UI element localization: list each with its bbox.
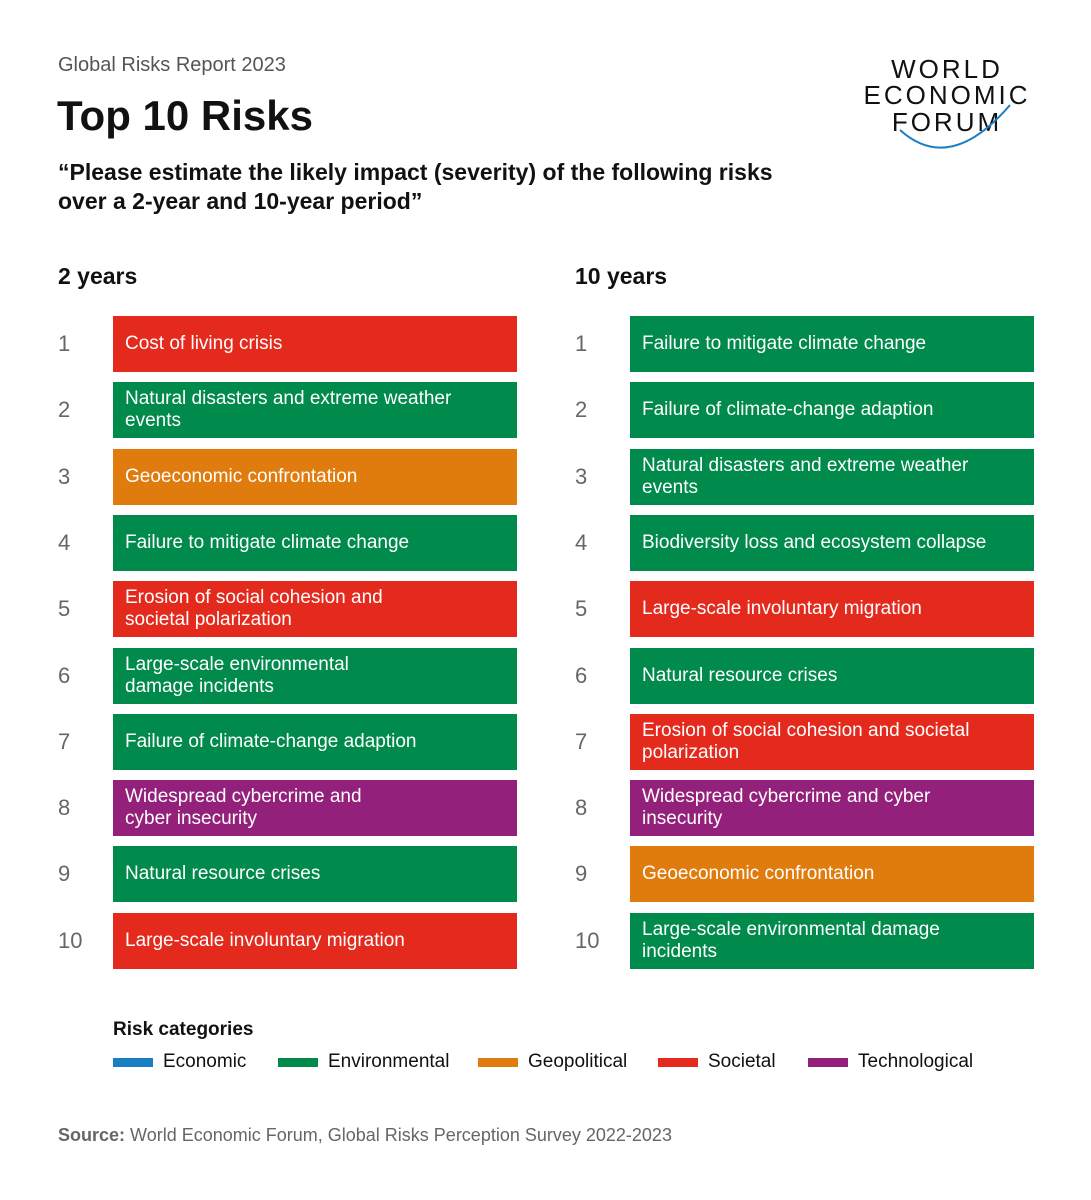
risk-box: Natural resource crises	[113, 846, 517, 903]
legend-swatch	[113, 1058, 153, 1067]
risk-label: Biodiversity loss and ecosystem collapse	[642, 531, 987, 553]
risk-label: damage incidents	[125, 675, 274, 697]
risk-label: Erosion of social cohesion and	[125, 587, 383, 609]
rank: 5	[58, 596, 71, 622]
rank: 6	[575, 662, 588, 688]
risk-label: insecurity	[642, 808, 723, 830]
rank: 7	[58, 728, 71, 754]
risk-label: incidents	[642, 940, 717, 962]
risk-label: Erosion of social cohesion and societal	[642, 719, 970, 741]
risk-label: societal polarization	[125, 609, 292, 631]
risk-box: Large-scale involuntary migration	[630, 581, 1034, 638]
risk-label: events	[125, 410, 181, 432]
rank: 8	[58, 795, 71, 821]
rank: 3	[575, 463, 588, 489]
risk-box: Failure of climate-change adaption	[113, 713, 517, 770]
risk-label: Failure to mitigate climate change	[642, 333, 927, 354]
risk-label: Natural disasters and extreme weather	[642, 454, 969, 476]
risk-label: polarization	[642, 741, 740, 763]
risk-label: Large-scale involuntary migration	[642, 598, 922, 620]
risk-box: Widespread cybercrime and cyber insecurit…	[113, 780, 517, 837]
risk-box: Natural disasters and extreme weather eve…	[113, 382, 517, 439]
source: Source: World Economic Forum, Global Ris…	[58, 1125, 672, 1146]
risk-box: Biodiversity loss and ecosystem collapse	[630, 514, 1034, 571]
risk-box: Geoeconomic confrontation	[630, 846, 1034, 903]
legend-swatch	[478, 1058, 518, 1067]
source-text: World Economic Forum, Global Risks Perce…	[130, 1125, 672, 1145]
risk-box: Cost of living crisis	[113, 316, 517, 372]
rank: 1	[575, 331, 588, 356]
rank: 3	[58, 463, 71, 489]
risk-label: Failure of climate-change adaption	[642, 399, 934, 421]
risk-label: Widespread cybercrime and cyber	[642, 786, 931, 808]
rank: 4	[575, 529, 588, 555]
risk-label: Widespread cybercrime and	[125, 786, 362, 808]
rank: 4	[58, 529, 71, 555]
legend-label: Geopolitical	[528, 1051, 628, 1072]
risk-box: Natural disasters and extreme weather eve…	[630, 448, 1034, 505]
legend-swatch	[658, 1058, 698, 1067]
risk-box: Natural resource crises	[630, 647, 1034, 704]
rank: 8	[575, 795, 588, 821]
risk-box: Large-scale environmental damage incident…	[113, 647, 517, 704]
question: “Please estimate the likely impact (seve…	[58, 159, 773, 214]
legend-title: Risk categories	[113, 1019, 254, 1040]
rank: 6	[58, 662, 71, 688]
risk-box: Failure to mitigate climate change	[113, 514, 517, 571]
logo-arc	[899, 104, 1011, 149]
risk-box: Geoeconomic confrontation	[113, 448, 517, 505]
risk-label: Geoeconomic confrontation	[125, 465, 358, 487]
risk-label: Natural resource crises	[125, 863, 321, 885]
risk-label: events	[642, 476, 698, 498]
risk-label: cyber insecurity	[125, 808, 257, 830]
logo-line: WORLD	[891, 54, 1003, 84]
risk-box: Failure of climate-change adaption	[630, 382, 1034, 439]
column-heading: 10 years	[575, 263, 668, 289]
logo-line: ECONOMIC	[863, 80, 1031, 110]
risk-label: Geoeconomic confrontation	[642, 863, 875, 885]
title: Top 10 Risks	[57, 92, 313, 139]
legend-label: Environmental	[328, 1051, 450, 1072]
rank: 1	[58, 331, 71, 356]
risk-box: Widespread cybercrime and cyber insecurit…	[630, 780, 1034, 837]
risk-label: Natural disasters and extreme weather	[125, 388, 452, 410]
risk-label: Large-scale involuntary migration	[125, 929, 405, 951]
legend-label: Societal	[708, 1051, 776, 1072]
rank: 2	[575, 397, 588, 423]
legend-label: Economic	[163, 1051, 247, 1072]
source-label: Source:	[58, 1125, 126, 1145]
risk-box: Erosion of social cohesion and societal p…	[113, 581, 517, 638]
risk-label: Cost of living crisis	[125, 333, 283, 354]
legend-label: Technological	[858, 1051, 974, 1072]
risk-label: Natural resource crises	[642, 664, 838, 686]
risk-label: Failure of climate-change adaption	[125, 730, 417, 752]
rank: 10	[575, 927, 600, 953]
rank: 7	[575, 728, 588, 754]
risk-label: Large-scale environmental	[125, 653, 349, 675]
rank: 9	[575, 861, 588, 887]
risk-box: Large-scale involuntary migration	[113, 912, 517, 969]
legend-swatch	[808, 1058, 848, 1067]
column-heading: 2 years	[58, 263, 138, 289]
rank: 5	[575, 596, 588, 622]
rank: 2	[58, 397, 71, 423]
risk-box: Erosion of social cohesion and societal p…	[630, 713, 1034, 770]
rank: 10	[58, 927, 83, 953]
legend-swatch	[278, 1058, 318, 1067]
risk-box: Large-scale environmental damage incident…	[630, 912, 1034, 969]
rank: 9	[58, 861, 71, 887]
report-name: Global Risks Report 2023	[58, 54, 286, 76]
risk-box: Failure to mitigate climate change	[630, 316, 1034, 372]
risk-label: Failure to mitigate climate change	[125, 531, 410, 553]
risk-label: Large-scale environmental damage	[642, 918, 940, 940]
